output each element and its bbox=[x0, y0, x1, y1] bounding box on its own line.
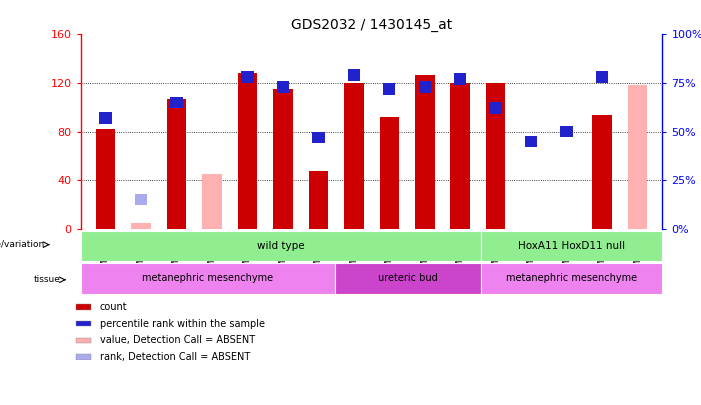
Bar bbox=[451, 83, 470, 229]
Text: metanephric mesenchyme: metanephric mesenchyme bbox=[142, 273, 273, 283]
Bar bbox=[383, 83, 395, 95]
Bar bbox=[344, 83, 364, 229]
Bar bbox=[81, 231, 481, 261]
Bar bbox=[481, 231, 662, 261]
Text: ureteric bud: ureteric bud bbox=[378, 273, 437, 283]
Bar bbox=[96, 129, 115, 229]
Text: percentile rank within the sample: percentile rank within the sample bbox=[100, 319, 265, 329]
Text: HoxA11 HoxD11 null: HoxA11 HoxD11 null bbox=[518, 241, 625, 251]
Bar bbox=[489, 102, 502, 114]
Bar bbox=[308, 171, 328, 229]
Bar bbox=[76, 304, 91, 310]
Bar bbox=[454, 73, 466, 85]
Bar bbox=[481, 263, 662, 294]
Text: count: count bbox=[100, 302, 128, 312]
Bar bbox=[335, 263, 481, 294]
Bar bbox=[273, 89, 292, 229]
Bar bbox=[418, 81, 431, 93]
Bar bbox=[135, 194, 147, 205]
Bar bbox=[81, 263, 335, 294]
Bar bbox=[560, 126, 573, 137]
Bar bbox=[167, 99, 186, 229]
Text: value, Detection Call = ABSENT: value, Detection Call = ABSENT bbox=[100, 335, 255, 345]
Bar bbox=[100, 112, 111, 124]
Bar bbox=[486, 83, 505, 229]
Bar bbox=[312, 132, 325, 143]
Bar bbox=[525, 136, 538, 147]
Bar bbox=[170, 97, 183, 108]
Text: tissue: tissue bbox=[34, 275, 60, 284]
Bar bbox=[131, 223, 151, 229]
Bar bbox=[277, 81, 289, 93]
Bar bbox=[76, 354, 91, 360]
Bar bbox=[76, 338, 91, 343]
Bar bbox=[628, 85, 647, 229]
Bar bbox=[596, 71, 608, 83]
Bar bbox=[592, 115, 612, 229]
Bar bbox=[241, 71, 254, 83]
Text: rank, Detection Call = ABSENT: rank, Detection Call = ABSENT bbox=[100, 352, 250, 362]
Bar bbox=[348, 69, 360, 81]
Bar bbox=[415, 75, 435, 229]
Bar bbox=[379, 117, 399, 229]
Text: wild type: wild type bbox=[257, 241, 304, 251]
Text: genotype/variation: genotype/variation bbox=[0, 240, 44, 249]
Title: GDS2032 / 1430145_at: GDS2032 / 1430145_at bbox=[291, 18, 452, 32]
Bar bbox=[76, 321, 91, 326]
Text: metanephric mesenchyme: metanephric mesenchyme bbox=[506, 273, 637, 283]
Bar bbox=[202, 174, 222, 229]
Bar bbox=[238, 73, 257, 229]
